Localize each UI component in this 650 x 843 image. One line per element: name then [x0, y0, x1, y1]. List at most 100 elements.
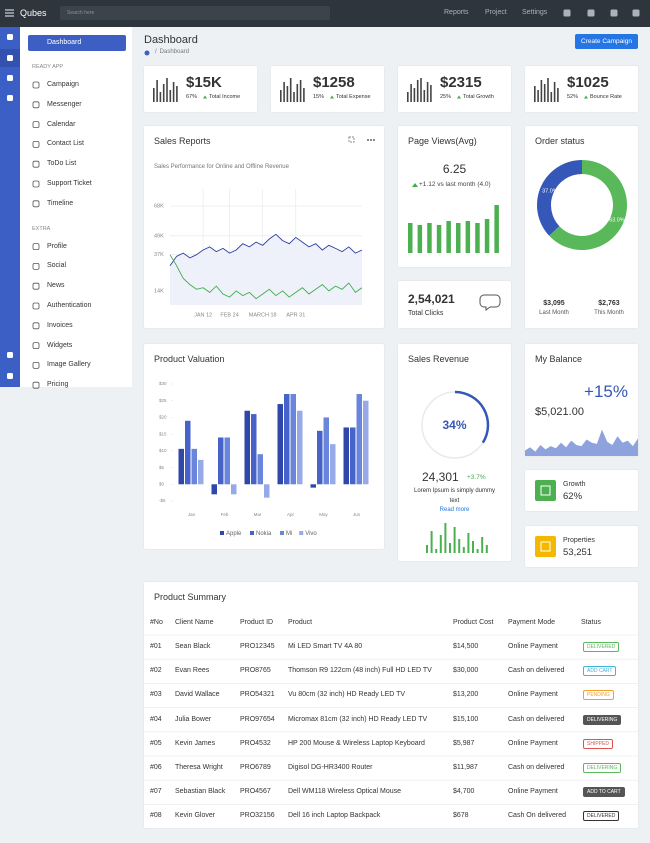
menu-item[interactable]: Campaign [47, 81, 79, 88]
properties-card: Properties 53,251 [525, 526, 638, 567]
icon-box [535, 480, 556, 501]
table-cell: PRO6789 [240, 764, 271, 771]
menu-item[interactable]: Support Ticket [47, 180, 92, 187]
widget-value: 62% [563, 491, 583, 502]
table-cell: $13,200 [453, 691, 479, 699]
spark-bar [553, 82, 556, 102]
menu-icon [32, 302, 40, 310]
nav-link[interactable]: Project [485, 9, 507, 16]
table-cell: Julia Bower [175, 715, 212, 723]
menu-icon [32, 141, 40, 148]
bar [363, 400, 369, 485]
table-cell: PRO4567 [240, 788, 271, 796]
slice-label: 63.0% [609, 218, 625, 224]
menu-icon [32, 262, 40, 270]
menu-icon [32, 200, 40, 208]
bar [467, 533, 470, 553]
search-box[interactable]: Search here [60, 6, 330, 20]
bar [481, 537, 484, 553]
spark-bar [557, 88, 559, 102]
spark-bar [296, 84, 299, 102]
bar [485, 545, 488, 553]
status-badge: SHIPPED [583, 738, 613, 749]
table-cell: Digisol DG-HR3400 Router [288, 764, 373, 771]
expand-icon [348, 136, 355, 143]
bar [257, 454, 263, 485]
menu-item[interactable]: Social [47, 262, 67, 270]
widget-label: Growth [563, 481, 586, 488]
x-tick-label: Mar [254, 512, 262, 517]
bar [475, 223, 480, 253]
card-title: Page Views(Avg) [408, 136, 477, 146]
menu-icon [32, 160, 40, 168]
y-tick-label: $20 [159, 415, 167, 420]
column-header: Payment Mode [508, 619, 556, 626]
bar [426, 545, 428, 553]
create-campaign-button[interactable]: Create Campaign [575, 34, 638, 49]
column-header: Product Cost [453, 619, 494, 626]
spark-bar [430, 85, 432, 102]
menu-item[interactable]: Authentication [47, 302, 92, 309]
table-cell: PRO4532 [240, 739, 271, 747]
y-tick-label: $25 [159, 398, 167, 403]
stat-card: $15K 67% Total Income [144, 66, 257, 112]
spark-bar [153, 88, 155, 102]
bar [185, 420, 191, 485]
bar [284, 394, 290, 485]
metric-label: Total Clicks [408, 310, 444, 317]
menu-item-active[interactable]: Dashboard [28, 35, 126, 51]
nav-link[interactable]: Settings [522, 9, 548, 16]
sidebar: Dashboard READY APP Campaign Messenger Calen… [20, 27, 132, 389]
menu-item[interactable]: Timeline [47, 199, 74, 207]
menu-item[interactable]: Profile [47, 242, 67, 250]
metric-value: 2,54,021 [408, 292, 455, 306]
spark-bar [299, 80, 302, 102]
menu-item[interactable]: Messenger [47, 100, 82, 108]
menu-item[interactable]: Calendar [47, 120, 76, 128]
up-arrow [203, 95, 207, 99]
spark-bar [534, 86, 536, 102]
spark-bar [283, 82, 285, 102]
bar [264, 484, 270, 498]
gauge-arc [454, 390, 490, 444]
up-triangle [412, 183, 418, 187]
widget-label: Properties [563, 537, 595, 544]
menu-item[interactable]: Invoices [47, 321, 73, 329]
menu-item[interactable]: Pricing [47, 381, 69, 389]
menu-item[interactable]: News [47, 282, 65, 290]
bar [408, 223, 413, 253]
bar [444, 523, 447, 553]
more-icon [367, 139, 369, 141]
table-cell: Online Payment [508, 643, 558, 650]
up-arrow [584, 95, 588, 99]
bar [439, 535, 442, 553]
nav-link[interactable]: Reports [444, 9, 469, 16]
menu-item[interactable]: ToDo List [47, 160, 77, 168]
menu-icon [32, 322, 40, 330]
menu-label: Dashboard [47, 39, 82, 46]
crumb[interactable]: Dashboard [159, 49, 190, 55]
bar [436, 225, 442, 253]
bar [224, 437, 230, 485]
metric-change: +1.12 vs last month (4.0) [419, 181, 491, 188]
read-more-link[interactable]: Read more [439, 507, 470, 513]
chart-svg: 68K 49K 37K 14K JAN 12 FEB 24 MARCH 18 APR 31 [154, 136, 375, 318]
menu-item[interactable]: Contact List [47, 140, 84, 148]
spark-bar [176, 86, 178, 102]
bar [462, 547, 465, 553]
legend-swatch [250, 531, 254, 535]
section-title: READY APP [32, 64, 64, 70]
bar [251, 414, 257, 485]
card-title: Order status [535, 136, 585, 146]
table-cell: Sean Black [175, 643, 211, 650]
menu-item[interactable]: Image Gallery [47, 361, 91, 369]
table-cell: $11,987 [453, 764, 478, 771]
menu-item[interactable]: Widgets [47, 341, 73, 349]
chat-icon [479, 294, 501, 311]
table-cell: #05 [150, 739, 162, 747]
menu-icon [32, 101, 40, 109]
spark-bar [156, 80, 158, 102]
spark-bar [303, 88, 305, 102]
card-title: Sales Reports [154, 136, 211, 146]
top-icon [610, 9, 618, 17]
